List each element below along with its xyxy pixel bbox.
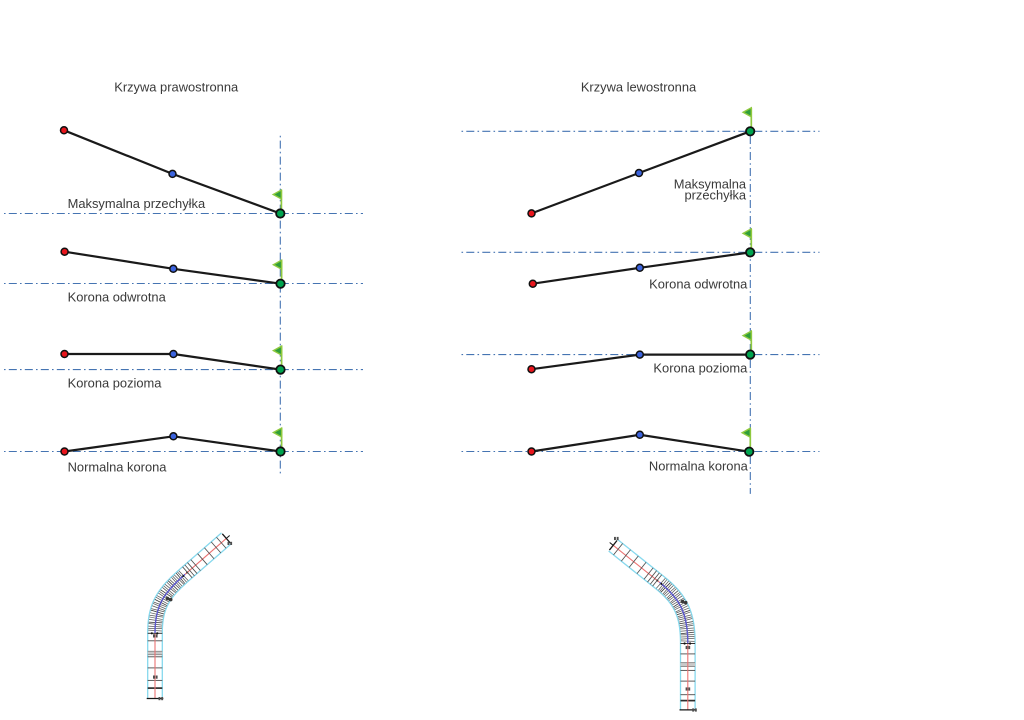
svg-text:Normalna korona: Normalna korona <box>68 459 168 474</box>
svg-text:Krzywa prawostronna: Krzywa prawostronna <box>114 79 239 94</box>
svg-text:przechyłka: przechyłka <box>684 188 746 203</box>
svg-text:Normalna korona: Normalna korona <box>649 459 749 474</box>
svg-text:Maksymalna: Maksymalna <box>674 176 747 191</box>
svg-text:Korona odwrotna: Korona odwrotna <box>649 277 748 292</box>
svg-text:Maksymalna przechyłka: Maksymalna przechyłka <box>68 196 206 211</box>
svg-text:Korona pozioma: Korona pozioma <box>653 360 748 375</box>
svg-text:Krzywa lewostronna: Krzywa lewostronna <box>581 79 697 94</box>
svg-text:Korona odwrotna: Korona odwrotna <box>68 290 167 305</box>
svg-text:Korona pozioma: Korona pozioma <box>68 376 163 391</box>
